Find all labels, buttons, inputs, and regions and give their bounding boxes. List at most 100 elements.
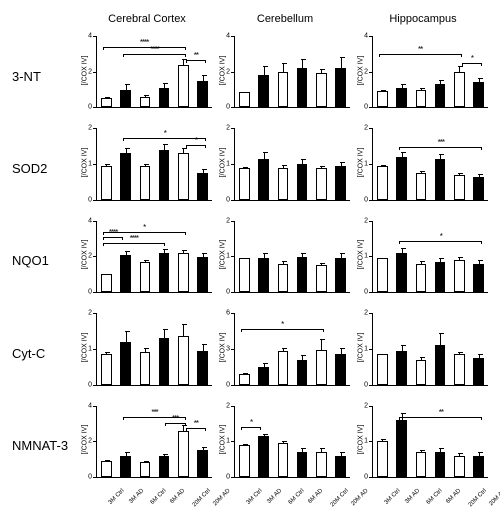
significance-stars: * (164, 131, 166, 137)
error-bar (479, 174, 480, 176)
error-bar (479, 452, 480, 456)
error-bar (402, 345, 403, 350)
error-bar (264, 152, 265, 159)
error-bar (106, 460, 107, 462)
bar-ad (473, 82, 484, 107)
y-tick (369, 477, 373, 478)
chart-cell: [/COX IV]024********3M Ctrl3M AD6M Ctrl6… (78, 400, 216, 492)
bar-ad (396, 351, 407, 385)
significance-stars: **** (130, 236, 138, 242)
bar-ctrl (239, 258, 250, 292)
y-tick-label: 4 (226, 33, 230, 40)
bar-ctrl (316, 265, 327, 292)
error-bar (421, 357, 422, 360)
bar-ctrl (178, 65, 189, 108)
y-tick (93, 477, 97, 478)
y-tick-label: 1 (88, 345, 92, 352)
error-bar (145, 95, 146, 98)
y-tick (93, 256, 97, 257)
plot-area: 012 (234, 128, 350, 200)
error-bar (283, 261, 284, 264)
bar-ad (335, 354, 346, 385)
bar-ad (258, 367, 269, 385)
y-tick (369, 128, 373, 129)
y-tick (369, 72, 373, 73)
row-header: 3-NT (8, 30, 78, 122)
significance-bracket: ** (186, 424, 207, 432)
y-tick-label: 0 (364, 104, 368, 111)
significance-stars: * (281, 322, 283, 328)
x-tick-label: 3M AD (404, 488, 421, 505)
error-bar (145, 348, 146, 353)
error-bar (264, 363, 265, 367)
y-tick-label: 0 (364, 474, 368, 481)
x-tick-label: 6M AD (446, 488, 463, 505)
error-bar (283, 63, 284, 73)
plot-area: 012* (372, 221, 488, 293)
error-bar (244, 444, 245, 446)
bar-ctrl (377, 441, 388, 477)
error-bar (402, 84, 403, 88)
y-tick (369, 221, 373, 222)
bar-ctrl (416, 90, 427, 108)
bar-ad (435, 159, 446, 200)
significance-bracket: ** (379, 50, 462, 58)
significance-stars: * (195, 138, 197, 144)
error-bar (264, 434, 265, 436)
x-tick-label: 20M Ctrl (468, 488, 488, 508)
error-bar (321, 69, 322, 74)
error-bar (106, 97, 107, 99)
error-bar (126, 452, 127, 456)
y-tick (93, 72, 97, 73)
bar-ctrl (377, 258, 388, 292)
y-tick-label: 2 (364, 310, 368, 317)
bar-ad (297, 68, 308, 107)
bar-ad (197, 351, 208, 385)
bar-ad (335, 258, 346, 292)
y-tick-label: 0 (226, 474, 230, 481)
y-tick-label: 1 (364, 253, 368, 260)
bar-ctrl (278, 168, 289, 200)
significance-bracket: * (103, 228, 186, 236)
error-bar (459, 173, 460, 176)
error-bar (164, 83, 165, 87)
y-tick (369, 36, 373, 37)
error-bar (145, 260, 146, 263)
bar-ctrl (316, 452, 327, 477)
error-bar (479, 78, 480, 82)
y-tick (369, 107, 373, 108)
error-bar (402, 248, 403, 253)
x-tick-label: 6M Ctrl (287, 488, 305, 506)
bar-ctrl (416, 173, 427, 200)
plot-area: 024 (234, 36, 350, 108)
significance-stars: * (250, 420, 252, 426)
bar-ctrl (316, 350, 327, 385)
x-tick-label: 20M Ctrl (192, 488, 212, 508)
y-tick-label: 2 (88, 125, 92, 132)
y-tick-label: 1 (226, 438, 230, 445)
x-tick-label: 3M Ctrl (107, 488, 125, 506)
error-bar (126, 251, 127, 255)
y-tick-label: 2 (226, 402, 230, 409)
bar-ctrl (377, 91, 388, 107)
error-bar (382, 165, 383, 167)
error-bar (203, 447, 204, 451)
chart-cell: [/COX IV]024 (216, 30, 354, 122)
bar-ctrl (377, 166, 388, 200)
bar-ad (120, 456, 131, 477)
bar-ctrl (239, 92, 250, 107)
bar-ctrl (316, 168, 327, 200)
bar-ad (297, 452, 308, 477)
bar-ctrl (454, 175, 465, 200)
bar-ad (297, 360, 308, 385)
bar-ad (473, 456, 484, 477)
x-tick-label: 3M Ctrl (383, 488, 401, 506)
bar-ctrl (454, 354, 465, 384)
chart-cell: [/COX IV]012 (354, 307, 492, 399)
chart-cell: [/COX IV]012 (216, 215, 354, 307)
y-tick-label: 0 (364, 381, 368, 388)
y-tick (231, 385, 235, 386)
plot-area: 012 (372, 313, 488, 385)
bar-ad (258, 436, 269, 477)
y-tick-label: 1 (364, 438, 368, 445)
